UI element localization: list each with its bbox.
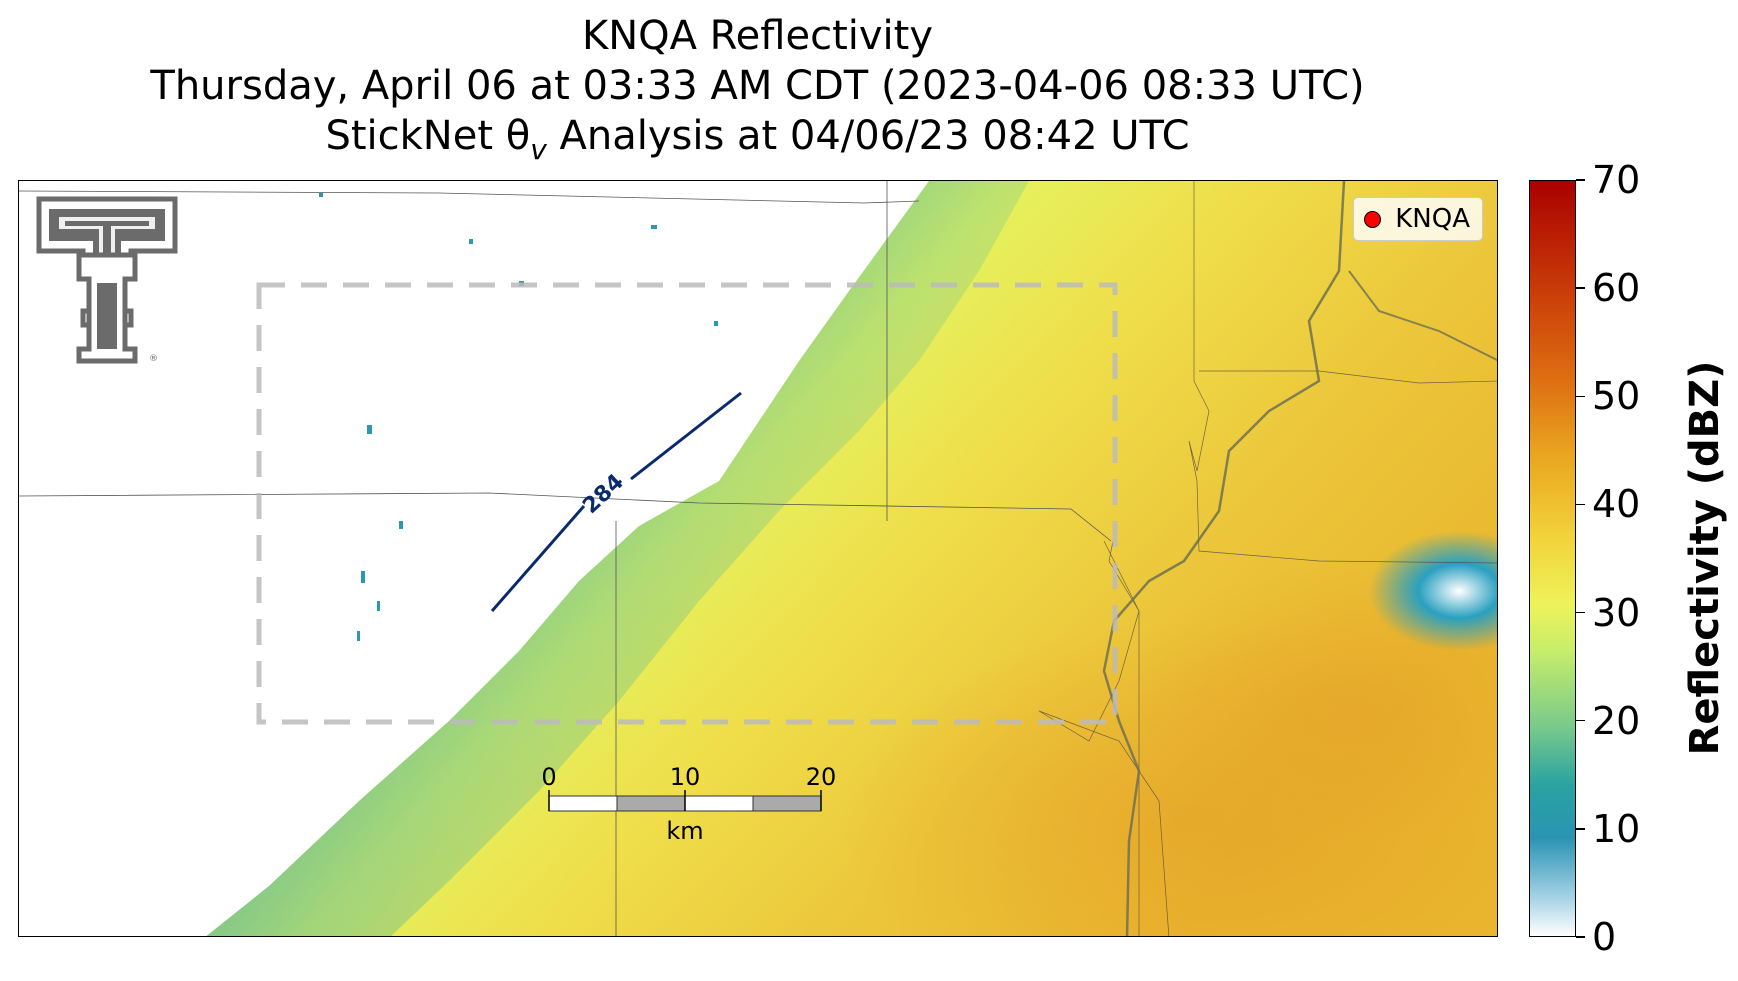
chart-subtitle-analysis: StickNet θv Analysis at 04/06/23 08:42 U… bbox=[0, 114, 1515, 172]
colorbar-tick-mark bbox=[1576, 611, 1585, 614]
colorbar-tick-label: 0 bbox=[1592, 915, 1617, 959]
radar-clutter bbox=[1369, 531, 1497, 651]
colorbar-tick-label: 50 bbox=[1592, 374, 1641, 419]
svg-text:®: ® bbox=[149, 354, 158, 364]
colorbar-tick-mark bbox=[1576, 828, 1585, 830]
colorbar-tick-mark bbox=[1576, 503, 1585, 506]
colorbar bbox=[1529, 180, 1576, 937]
radar-marker-icon bbox=[1364, 210, 1382, 228]
colorbar-tick-label: 60 bbox=[1592, 266, 1641, 311]
scale-tick-20: 20 bbox=[806, 763, 837, 791]
analysis-domain-box bbox=[256, 282, 1118, 725]
state-boundaries bbox=[19, 181, 1112, 936]
chart-title: KNQA Reflectivity bbox=[581, 13, 934, 59]
colorbar-tick-mark bbox=[1576, 936, 1585, 938]
colorbar-tick-mark bbox=[1576, 287, 1585, 289]
legend-label: KNQA bbox=[1395, 204, 1470, 234]
colorbar-tick-label: 30 bbox=[1592, 590, 1641, 635]
colorbar-tick-mark bbox=[1576, 179, 1585, 181]
river-line bbox=[1102, 181, 1346, 936]
colorbar-tick-label: 10 bbox=[1592, 806, 1641, 851]
theta-v-contour bbox=[490, 391, 742, 612]
colorbar-tick-label: 40 bbox=[1592, 482, 1641, 527]
colorbar-tick-mark bbox=[1576, 395, 1585, 398]
map-legend: KNQA bbox=[1353, 197, 1483, 241]
contour-label: 284 bbox=[578, 469, 629, 519]
colorbar-label: Reflectivity (dBZ) bbox=[1682, 360, 1728, 756]
map-canvas: 284 ® 0 10 20 km bbox=[19, 181, 1497, 936]
analysis-prefix: StickNet θ bbox=[325, 113, 531, 159]
river-line-east bbox=[1348, 270, 1497, 362]
texas-tech-logo: ® bbox=[36, 196, 178, 364]
scale-tick-10: 10 bbox=[670, 763, 701, 791]
chart-subtitle-time: Thursday, April 06 at 03:33 AM CDT (2023… bbox=[150, 63, 1365, 109]
radar-map[interactable]: 284 ® 0 10 20 km KNQA bbox=[18, 180, 1498, 937]
analysis-suffix: Analysis at 04/06/23 08:42 UTC bbox=[546, 113, 1190, 159]
echo-leading-edge bbox=[206, 181, 1029, 936]
colorbar-tick-label: 70 bbox=[1592, 158, 1641, 202]
analysis-subscript: v bbox=[530, 133, 547, 166]
colorbar-tick-label: 20 bbox=[1592, 698, 1641, 743]
colorbar-tick-mark bbox=[1576, 719, 1585, 722]
scale-tick-0: 0 bbox=[541, 763, 556, 791]
scale-bar: 0 10 20 km bbox=[541, 763, 836, 845]
scale-unit: km bbox=[666, 817, 703, 845]
